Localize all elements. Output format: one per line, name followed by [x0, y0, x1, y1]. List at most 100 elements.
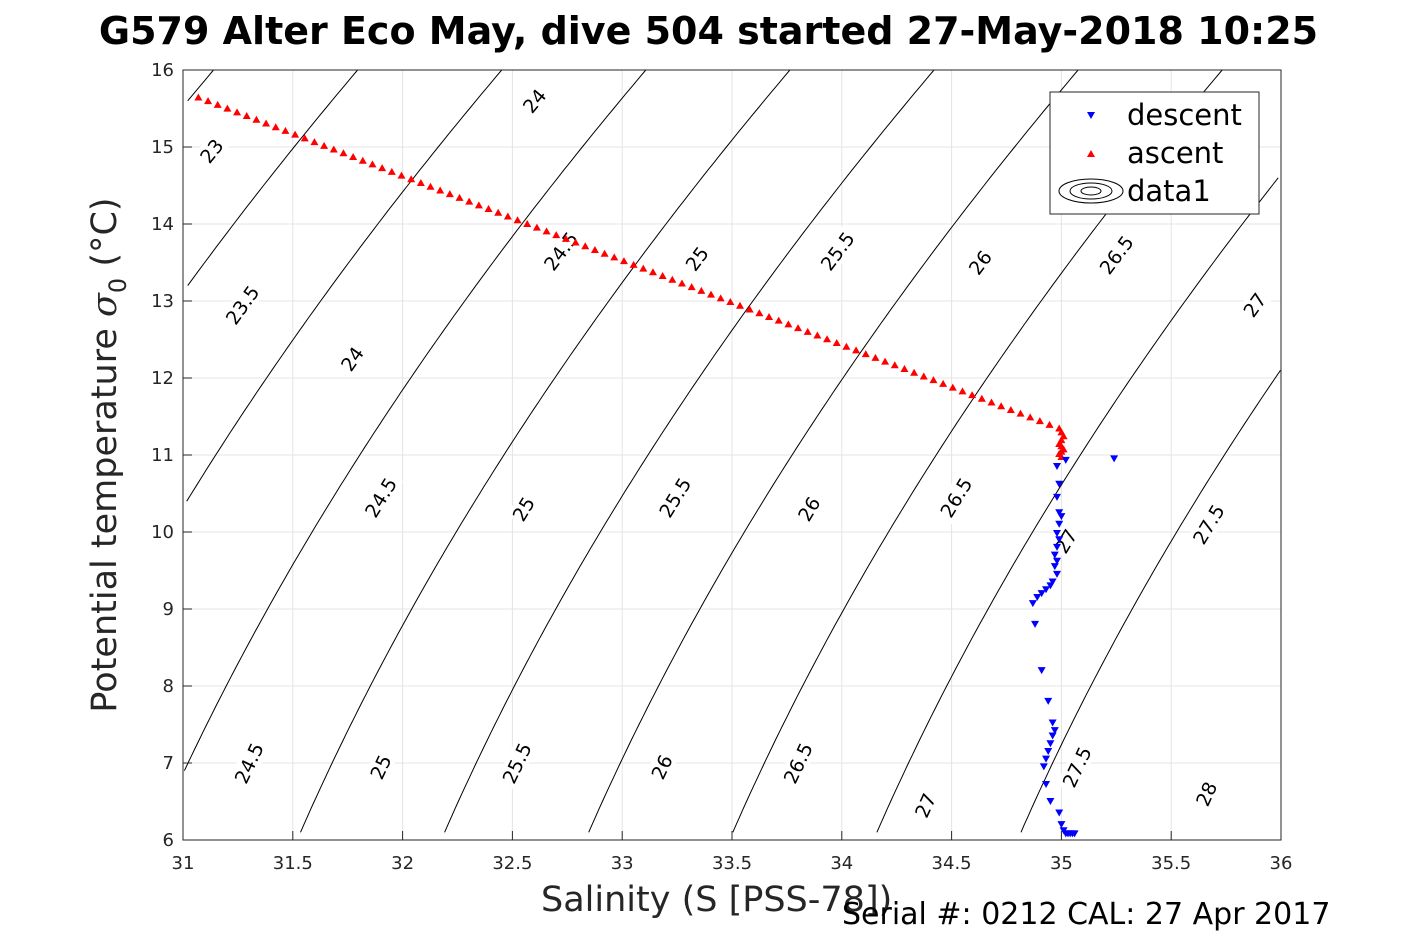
descent-point: [1053, 557, 1062, 565]
descent-point: [1055, 809, 1064, 817]
ascent-point: [532, 223, 541, 231]
contour-label-bg: [194, 133, 229, 169]
descent-point: [1053, 463, 1062, 471]
descent-point: [1050, 727, 1059, 735]
ascent-point: [784, 320, 793, 328]
contour-label: 25: [679, 240, 715, 277]
ascent-point: [581, 242, 590, 250]
contour-label: 26: [962, 244, 998, 281]
ascent-point: [881, 357, 890, 365]
ascent-point: [329, 145, 338, 153]
contour-label-bg: [1186, 497, 1231, 552]
contour-label-text: 24: [519, 85, 551, 118]
ascent-point: [407, 175, 416, 183]
contour-label: 25.5: [813, 224, 862, 278]
contour-label-bg: [962, 244, 998, 281]
contour-label-bg: [792, 491, 826, 527]
ascent-point: [445, 190, 454, 198]
ascent-point: [890, 361, 899, 369]
contour-label-bg: [516, 83, 552, 119]
ascent-point: [465, 197, 474, 205]
contour-label-bg: [228, 735, 270, 791]
descent-point: [1050, 563, 1059, 571]
x-tick-label: 33.5: [712, 853, 752, 874]
contour-label-text: 27: [1239, 289, 1271, 321]
ascent-point: [648, 268, 657, 276]
contour-label-bg: [335, 341, 370, 377]
descent-point: [1048, 719, 1057, 727]
descent-point: [1042, 781, 1051, 789]
isopycnal-26: [444, 69, 935, 833]
contour-label: 26.5: [1092, 228, 1141, 282]
ascent-point: [823, 335, 832, 343]
ascent-point: [910, 368, 919, 376]
y-tick-label: 13: [151, 291, 174, 312]
y-axis-label: Potential temperature σ0 (°C): [85, 197, 132, 712]
y-tick-label: 6: [163, 830, 174, 851]
contour-label-text: 25: [366, 752, 396, 783]
descent-point: [1110, 455, 1119, 463]
descent-point: [1070, 830, 1079, 838]
ascent-point: [842, 342, 851, 350]
descent-point: [1053, 530, 1062, 538]
y-tick-label: 16: [151, 60, 174, 81]
contour-label: 27: [1237, 287, 1272, 323]
contour-label: 24.5: [358, 470, 404, 525]
ascent-point: [310, 138, 319, 146]
ascent-point: [542, 227, 551, 235]
ascent-point: [358, 156, 367, 164]
contour-label-bg: [813, 224, 862, 278]
ascent-point: [271, 123, 280, 131]
ascent-point: [320, 141, 329, 149]
ascent-point: [300, 134, 309, 142]
contour-label-text: 23: [196, 135, 228, 168]
ascent-point: [1026, 413, 1035, 421]
descent-point: [1046, 740, 1055, 748]
x-tick-label: 33: [611, 853, 634, 874]
x-axis-ticks: 31 31.5 32 32.5 33 33.5 34 34.5 35 35.5 36: [172, 831, 1292, 874]
x-tick-label: 31: [172, 853, 195, 874]
descent-point: [1033, 593, 1042, 601]
ascent-point: [929, 376, 938, 384]
ascent-point: [561, 234, 570, 242]
ascent-point: [233, 108, 242, 116]
contour-label-text: 25: [682, 243, 714, 276]
legend-contour-icon: [1058, 178, 1124, 204]
contour-label: 24: [516, 83, 552, 119]
ascent-point: [832, 338, 841, 346]
contour-label: 25: [506, 491, 541, 527]
contour-label-bg: [909, 788, 942, 823]
y-tick-label: 15: [151, 137, 174, 158]
ascent-point: [523, 219, 532, 227]
ascent-point: [968, 391, 977, 399]
descent-series: [1028, 455, 1119, 838]
ascent-point: [368, 160, 377, 168]
legend-ascent-marker: [1087, 150, 1095, 157]
serial-cal-footer: Serial #: 0212 CAL: 27 Apr 2017: [842, 897, 1331, 932]
descent-point: [1046, 798, 1055, 805]
descent-point: [1037, 590, 1046, 598]
ascent-point: [852, 346, 861, 354]
contour-label-text: 27.5: [1059, 743, 1097, 791]
x-tick-label: 34.5: [932, 853, 972, 874]
ascent-point: [803, 327, 812, 335]
descent-point: [1055, 480, 1064, 488]
ascent-point: [223, 104, 232, 112]
contour-label: 23: [194, 133, 229, 169]
isopycnal-26.5: [588, 69, 1079, 833]
descent-point: [1037, 667, 1046, 675]
descent-point: [1053, 543, 1062, 551]
ascent-point: [755, 309, 764, 317]
ascent-point: [416, 179, 425, 187]
legend-ascent-label: ascent: [1127, 136, 1223, 170]
ascent-point: [629, 260, 638, 268]
y-tick-label: 11: [151, 445, 174, 466]
ascent-point: [503, 212, 512, 220]
x-axis-label: Salinity (S [PSS-78]): [541, 880, 893, 920]
ascent-point: [1035, 417, 1044, 425]
contour-label-bg: [1056, 739, 1098, 795]
ascent-point: [619, 257, 628, 265]
ascent-point: [291, 130, 300, 138]
ascent-point: [204, 97, 213, 105]
